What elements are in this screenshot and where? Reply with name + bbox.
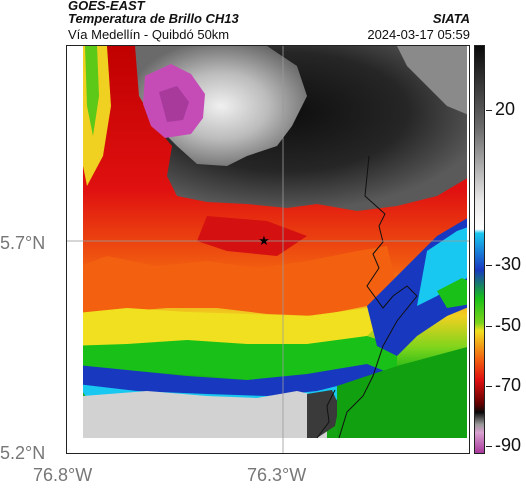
no-data-left [67, 46, 83, 453]
green-pocket-right [437, 278, 469, 308]
timestamp-label: 2024-03-17 05:59 [367, 27, 470, 42]
no-data-right [467, 46, 469, 453]
station-star-icon: ★ [258, 234, 270, 249]
colorbar-label-m30: -30 [495, 254, 522, 274]
department-border-2 [316, 389, 336, 439]
lat-label-5-2: 5.2°N [0, 443, 46, 463]
cold-cloud-gray-right [397, 46, 469, 116]
colorbar-tick [486, 386, 492, 387]
department-border [338, 155, 418, 439]
product-title: Temperatura de Brillo CH13 [68, 11, 239, 26]
brightness-temperature-map: ★ [66, 45, 470, 454]
organization-label: SIATA [432, 11, 470, 26]
region-label: Vía Medellín - Quibdó 50km [68, 27, 230, 42]
no-data-bottom [67, 438, 469, 453]
colorbar-label-m50: -50 [495, 315, 522, 335]
colorbar-label-m70: -70 [495, 375, 522, 395]
lat-label-5-7: 5.7°N [0, 233, 46, 253]
colorbar-label-20: 20 [495, 99, 516, 119]
yellow-band [67, 308, 387, 348]
red-band-core [197, 216, 307, 256]
colorbar-tick [486, 326, 492, 327]
colorbar [474, 45, 485, 454]
colorbar-label-m90: -90 [495, 435, 522, 455]
green-lower-right [337, 346, 469, 438]
orange-band [67, 246, 397, 316]
cyan-convection-right [417, 226, 469, 306]
colorbar-tick [486, 265, 492, 266]
left-green-strip [85, 46, 99, 136]
lon-label-76-8: 76.8°W [33, 465, 93, 485]
bottom-cloud-gray [83, 391, 327, 438]
satellite-source: GOES-EAST [68, 0, 145, 13]
lon-label-76-3: 76.3°W [247, 465, 307, 485]
bottom-cloud-dark [307, 390, 339, 438]
coldest-core-inner [159, 86, 189, 122]
colorbar-tick [486, 446, 492, 447]
colorbar-tick [486, 110, 492, 111]
